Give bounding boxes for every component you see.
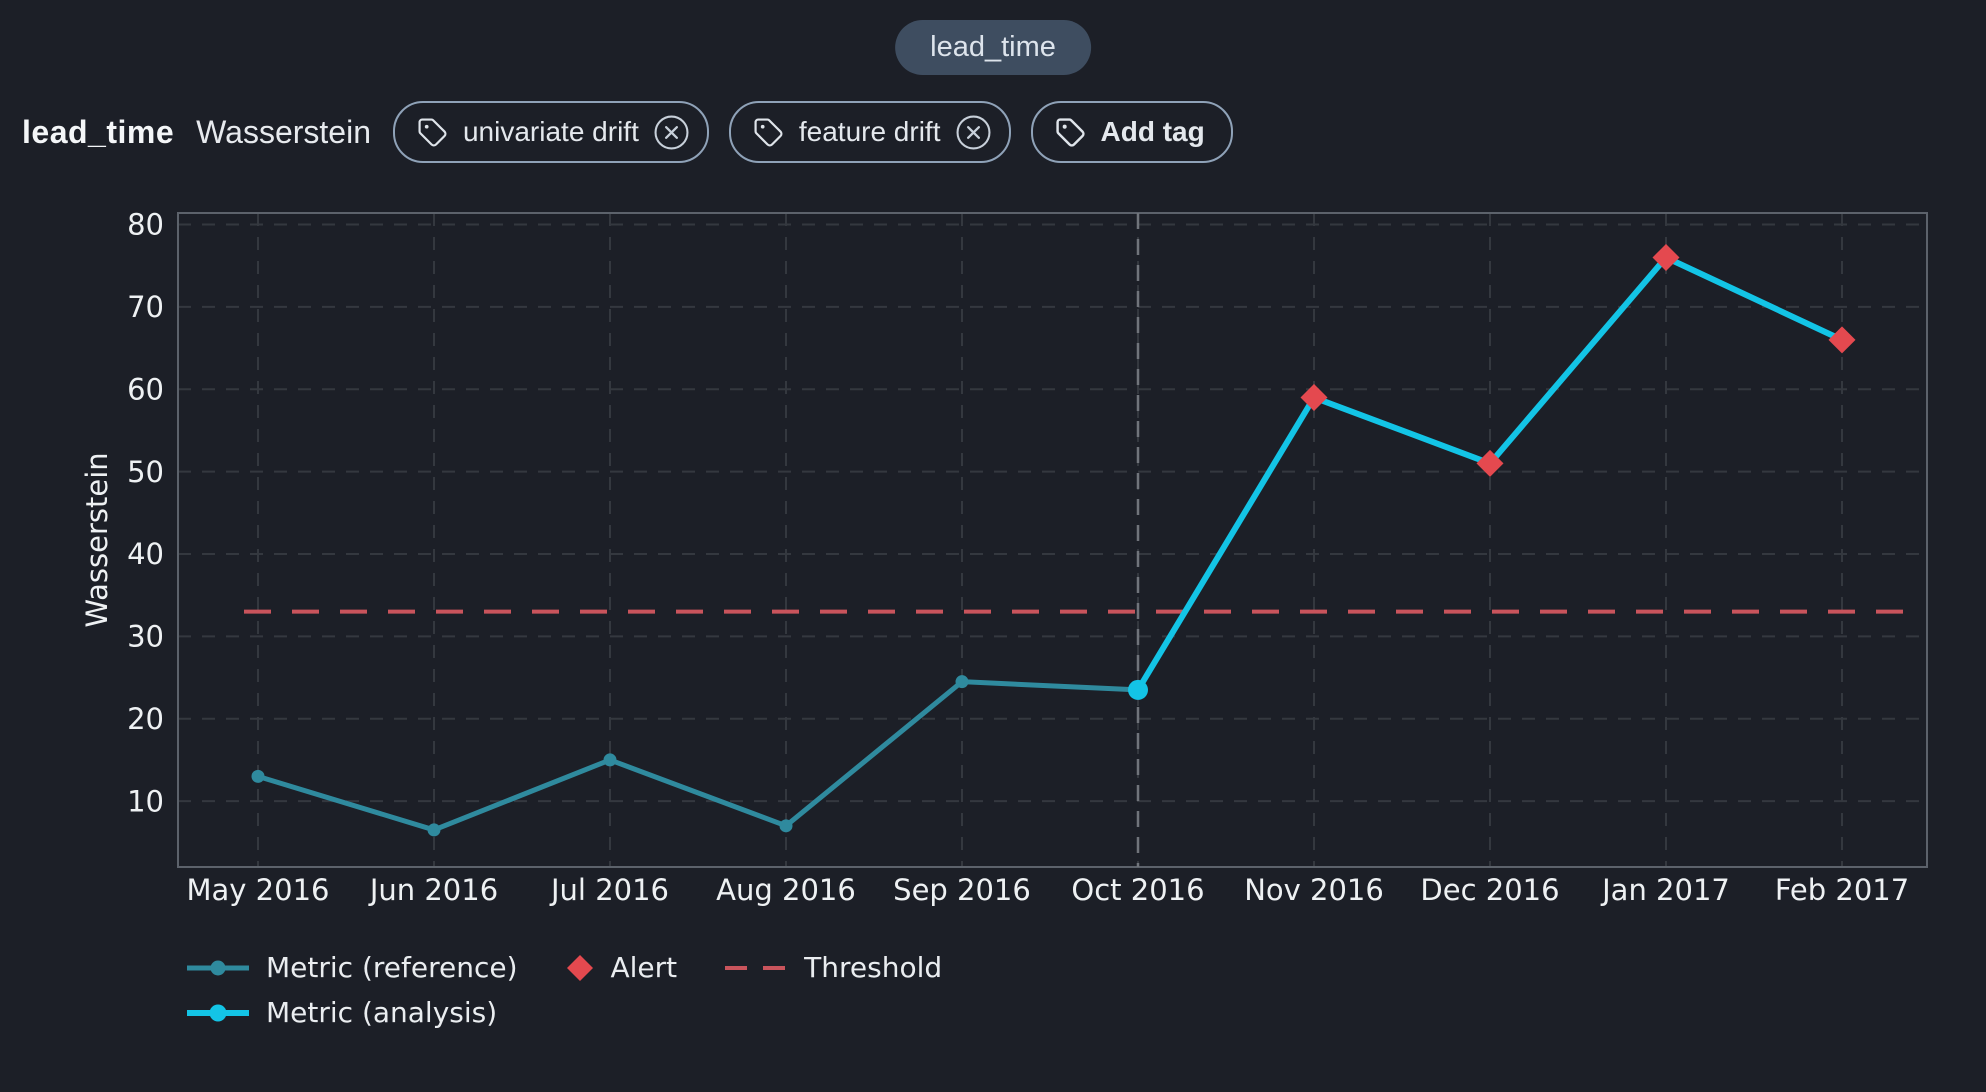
add-tag-label: Add tag [1100, 116, 1205, 147]
svg-text:30: 30 [127, 620, 164, 654]
svg-text:Dec 2016: Dec 2016 [1420, 873, 1559, 907]
svg-text:80: 80 [127, 208, 164, 242]
svg-text:40: 40 [127, 537, 164, 571]
chart-legend: Metric (reference) Alert Threshold Metri… [187, 951, 942, 1029]
tag-icon [1055, 117, 1085, 147]
threshold-dash-swatch [725, 965, 788, 970]
svg-text:Jan 2017: Jan 2017 [1600, 873, 1730, 907]
tag-label: univariate drift [462, 116, 639, 147]
svg-text:Oct 2016: Oct 2016 [1071, 873, 1204, 907]
tag-list: univariate drift feature drift Add tag [392, 101, 1233, 163]
svg-text:20: 20 [127, 702, 164, 736]
svg-text:Sep 2016: Sep 2016 [893, 873, 1031, 907]
svg-text:May 2016: May 2016 [187, 873, 330, 907]
svg-text:Feb 2017: Feb 2017 [1775, 873, 1909, 907]
legend-item-metric-analysis[interactable]: Metric (analysis) [187, 996, 497, 1029]
legend-row: Metric (reference) Alert Threshold [187, 951, 942, 984]
legend-item-threshold[interactable]: Threshold [725, 951, 942, 984]
column-title: lead_time [22, 113, 175, 150]
svg-text:Aug 2016: Aug 2016 [716, 873, 856, 907]
svg-text:50: 50 [127, 455, 164, 489]
legend-label: Threshold [804, 951, 943, 984]
tag-icon [754, 117, 783, 146]
legend-label: Metric (reference) [266, 951, 518, 984]
svg-text:70: 70 [127, 290, 164, 324]
tag-feature-drift[interactable]: feature drift [728, 101, 1011, 163]
legend-item-alert[interactable]: Alert [566, 951, 678, 984]
metric-name: Wasserstein [196, 113, 371, 150]
svg-text:10: 10 [127, 784, 164, 818]
tag-icon [418, 117, 447, 146]
alert-diamond-swatch [566, 954, 593, 981]
tag-label: feature drift [798, 116, 941, 147]
remove-tag-icon[interactable] [654, 115, 689, 150]
svg-text:Nov 2016: Nov 2016 [1244, 873, 1384, 907]
reference-line-swatch [187, 960, 249, 975]
legend-item-metric-reference[interactable]: Metric (reference) [187, 951, 518, 984]
legend-row: Metric (analysis) [187, 996, 942, 1029]
legend-label: Alert [610, 951, 678, 984]
chart-header: lead_time Wasserstein univariate drift f… [22, 97, 1233, 167]
add-tag-button[interactable]: Add tag [1030, 101, 1233, 163]
remove-tag-icon[interactable] [956, 115, 991, 150]
tag-univariate-drift[interactable]: univariate drift [392, 101, 709, 163]
svg-text:Jun 2016: Jun 2016 [368, 873, 498, 907]
legend-label: Metric (analysis) [266, 996, 498, 1029]
svg-text:Wasserstein: Wasserstein [80, 452, 114, 627]
selected-column-pill[interactable]: lead_time [895, 20, 1091, 75]
analysis-line-swatch [187, 1004, 249, 1021]
svg-text:Jul 2016: Jul 2016 [549, 873, 669, 907]
svg-text:60: 60 [127, 372, 164, 406]
